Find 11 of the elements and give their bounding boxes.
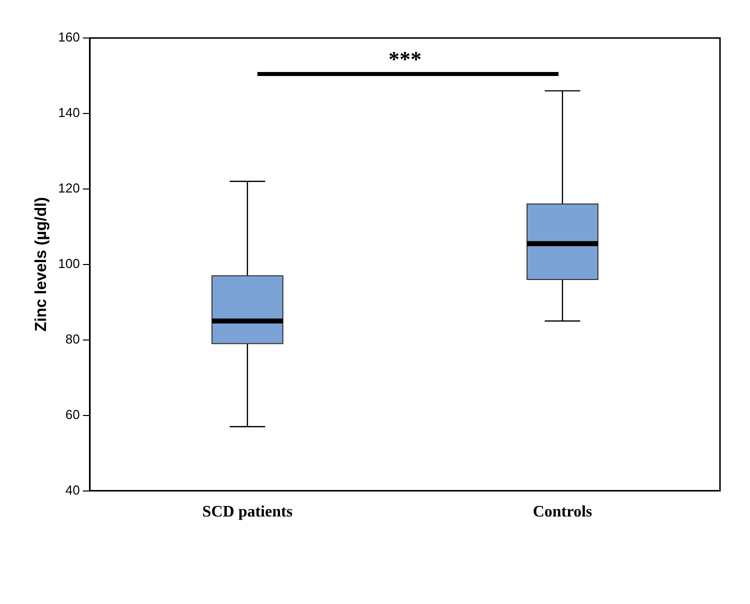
annotation: *** xyxy=(388,46,422,72)
x-tick-label: SCD patients xyxy=(202,504,293,521)
y-axis-title: Zinc levels (µg/dl) xyxy=(33,197,50,332)
y-tick-label: 40 xyxy=(65,482,80,498)
y-tick-label: 160 xyxy=(58,30,80,45)
y-tick-label: 120 xyxy=(58,180,80,196)
y-tick-label: 100 xyxy=(58,256,80,271)
y-tick-label: 80 xyxy=(65,331,80,346)
x-tick-label: Controls xyxy=(532,504,592,521)
y-tick-label: 140 xyxy=(58,105,80,120)
y-tick-label: 60 xyxy=(65,406,80,422)
